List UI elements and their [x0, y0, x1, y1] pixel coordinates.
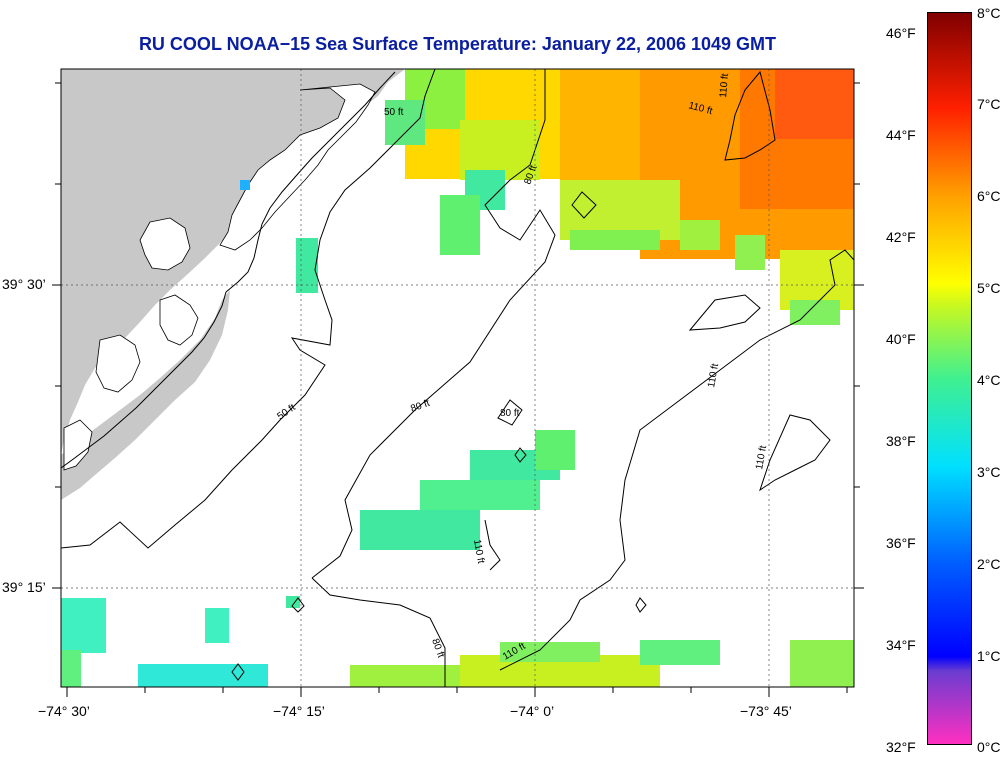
celsius-label: 0°C	[977, 739, 1001, 755]
contour-label: 110 ft	[706, 362, 721, 388]
fahrenheit-label: 36°F	[886, 535, 916, 551]
contour-label: 80 ft	[500, 408, 520, 419]
contour-label: 50 ft	[384, 107, 404, 118]
fahrenheit-label: 44°F	[886, 127, 916, 143]
longitude-label: −73° 45’	[740, 703, 792, 719]
axis-ticks	[52, 82, 864, 697]
coastline	[225, 71, 396, 293]
celsius-label: 2°C	[977, 556, 1001, 572]
fahrenheit-label: 40°F	[886, 331, 916, 347]
celsius-label: 4°C	[977, 372, 1001, 388]
map-title: RU COOL NOAA−15 Sea Surface Temperature:…	[138, 34, 777, 54]
longitude-label: −74° 15’	[273, 703, 325, 719]
coastline	[61, 291, 227, 469]
bay-inlet	[219, 83, 376, 251]
land-area	[61, 69, 405, 455]
celsius-label: 3°C	[977, 464, 1001, 480]
celsius-label: 6°C	[977, 188, 1001, 204]
bay-inlet	[139, 217, 191, 271]
fahrenheit-label: 32°F	[886, 739, 916, 755]
graticule	[61, 69, 854, 687]
celsius-label: 5°C	[977, 280, 1001, 296]
longitude-label: −74° 30’	[38, 703, 90, 719]
bay-inlet	[159, 294, 199, 346]
bay-inlet	[63, 419, 93, 471]
longitude-label: −74° 0’	[510, 703, 555, 719]
temperature-colorbar	[927, 12, 972, 745]
latitude-label: 39° 30’	[2, 276, 46, 292]
fahrenheit-label: 46°F	[886, 25, 916, 41]
land-area-south	[61, 290, 230, 500]
contour-label: 110 ft	[754, 444, 769, 470]
fahrenheit-label: 34°F	[886, 637, 916, 653]
contour-label: 110 ft	[718, 73, 731, 98]
celsius-label: 7°C	[977, 96, 1001, 112]
bay-inlet	[95, 334, 141, 393]
latitude-label: 39° 15’	[2, 579, 46, 595]
fahrenheit-label: 42°F	[886, 229, 916, 245]
celsius-label: 8°C	[977, 5, 1001, 21]
contour-label: 110 ft	[471, 539, 486, 565]
depth-contours	[61, 69, 854, 687]
fahrenheit-label: 38°F	[886, 433, 916, 449]
sst-pixels	[61, 69, 854, 687]
celsius-label: 1°C	[977, 648, 1001, 664]
